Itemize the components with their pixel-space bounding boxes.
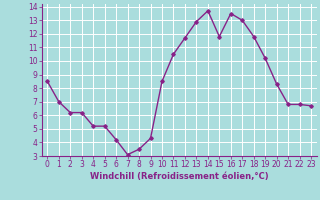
X-axis label: Windchill (Refroidissement éolien,°C): Windchill (Refroidissement éolien,°C) (90, 172, 268, 181)
